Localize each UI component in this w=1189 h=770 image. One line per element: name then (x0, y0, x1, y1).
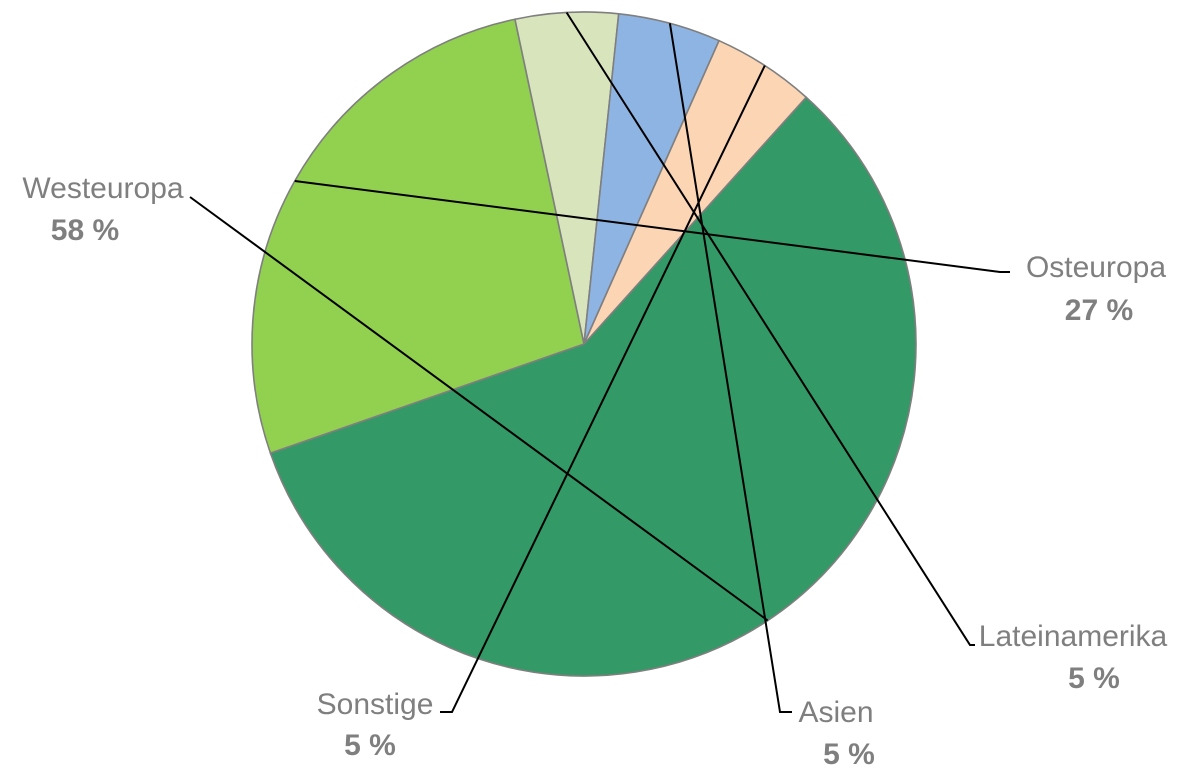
label-lateinamerika-value: 5 % (1068, 662, 1120, 695)
leader-lines (189, 11, 1010, 713)
leader-line-sonstige (440, 65, 766, 713)
label-westeuropa-name: Westeuropa (22, 172, 184, 205)
label-sonstige-name: Sonstige (317, 688, 434, 721)
label-asien-name: Asien (798, 696, 873, 729)
label-osteuropa-value: 27 % (1065, 294, 1133, 327)
leader-line-asien (668, 23, 792, 713)
label-lateinamerika-name: Lateinamerika (979, 620, 1168, 653)
leader-line-osteuropa (294, 180, 1010, 273)
label-asien-value: 5 % (823, 738, 875, 770)
label-osteuropa-name: Osteuropa (1026, 251, 1166, 284)
leader-line-westeuropa (189, 196, 769, 622)
slice-westeuropa (269, 96, 917, 677)
slice-osteuropa (251, 18, 585, 455)
pie-slices (251, 11, 917, 677)
label-westeuropa-value: 58 % (51, 214, 119, 247)
label-sonstige-value: 5 % (344, 729, 396, 762)
